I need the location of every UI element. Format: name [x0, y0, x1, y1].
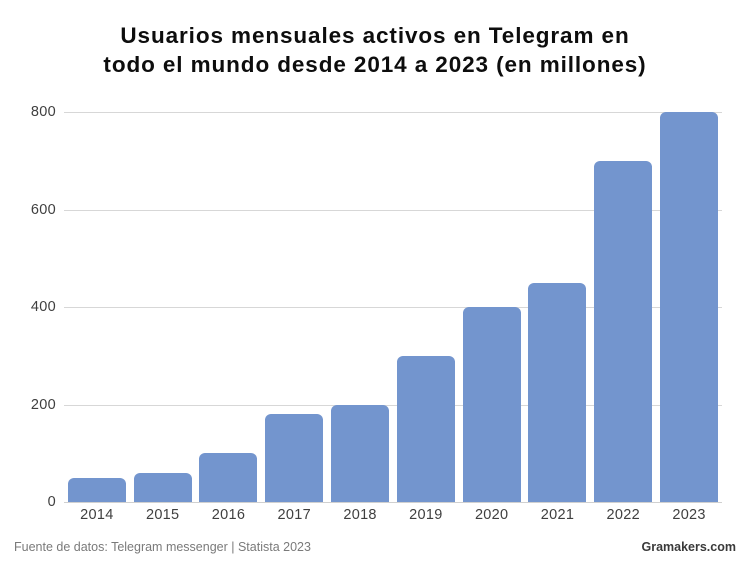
x-tick-label-2019: 2019: [409, 507, 443, 523]
y-tick-label-200: 200: [30, 396, 56, 413]
bar-2018[interactable]: [331, 404, 390, 502]
bar-2014[interactable]: [67, 477, 126, 502]
chart-title-block: Usuarios mensuales activos en Telegram e…: [0, 22, 750, 79]
y-tick-label-0: 0: [47, 494, 56, 510]
x-tick-label-2017: 2017: [277, 507, 312, 523]
bar-2017[interactable]: [265, 414, 324, 502]
y-tick-label-800: 800: [30, 104, 56, 120]
x-tick-label-2015: 2015: [145, 507, 180, 523]
bar-slot-2015: [130, 112, 196, 502]
gridline-baseline-0: [64, 502, 722, 503]
bar-2020[interactable]: [462, 307, 521, 502]
data-source-note: Fuente de datos: Telegram messenger | St…: [14, 539, 311, 554]
x-tick-label-2018: 2018: [343, 507, 377, 523]
chart-footer: Fuente de datos: Telegram messenger | St…: [0, 534, 750, 563]
bar-slot-2023: [656, 112, 722, 502]
x-tick-label-2016: 2016: [211, 507, 246, 523]
bar-2021[interactable]: [528, 282, 587, 502]
bar-slot-2022: [590, 112, 656, 502]
x-tick-label-2022: 2022: [606, 507, 640, 523]
bar-slot-2021: [525, 112, 591, 502]
y-tick-label-400: 400: [30, 299, 56, 315]
plot-area: [64, 112, 722, 503]
bar-slot-2020: [459, 112, 525, 502]
page-title: Usuarios mensuales activos en Telegram e…: [103, 23, 647, 77]
bar-2015[interactable]: [133, 472, 192, 502]
bar-slot-2014: [64, 112, 130, 502]
bar-2016[interactable]: [199, 453, 258, 502]
bar-slot-2016: [196, 112, 262, 502]
brand-watermark: Gramakers.com: [641, 539, 736, 554]
bar-slot-2018: [327, 112, 393, 502]
bar-2023[interactable]: [660, 112, 719, 502]
bar-slot-2019: [393, 112, 459, 502]
x-tick-label-2021: 2021: [540, 507, 575, 523]
x-tick-label-2014: 2014: [80, 507, 114, 523]
bar-2022[interactable]: [594, 160, 653, 502]
bar-series: [64, 112, 722, 502]
bar-2019[interactable]: [396, 355, 455, 502]
y-tick-label-600: 600: [30, 201, 56, 218]
x-axis-tick-labels: 2014 2015 2016 2017 2018 2019 2020 2021 …: [64, 507, 722, 523]
x-tick-label-2023: 2023: [672, 507, 706, 523]
y-axis-tick-labels: 800 600 400 200 0: [0, 104, 56, 510]
bar-slot-2017: [261, 112, 327, 502]
x-tick-label-2020: 2020: [474, 507, 509, 523]
